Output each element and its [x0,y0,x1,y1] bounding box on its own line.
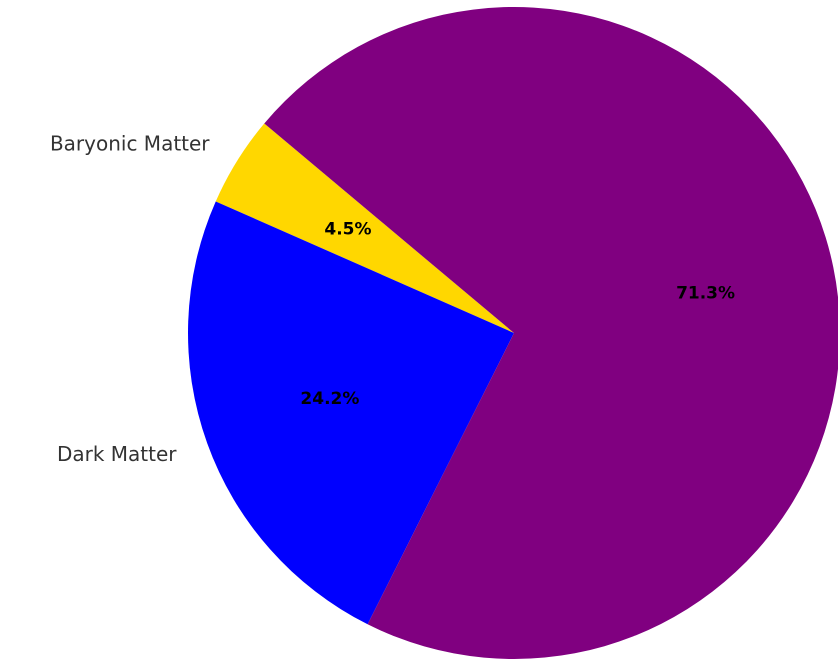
pie-slice-dark-matter [187,201,514,625]
pie-labels: 4.5% Baryonic Matter 24.2% Dark Matter 71.3% [50,132,735,467]
pie-percent-label: 71.3% [676,283,735,303]
pie-slices [187,7,838,659]
pie-category-label: Baryonic Matter [50,132,210,156]
pie-slice-baryonic-matter [215,123,514,334]
pie-slice-slice-3 [264,7,838,659]
pie-percent-label: 4.5% [324,220,371,240]
pie-percent-label: 24.2% [300,389,359,409]
pie-category-label: Dark Matter [57,442,177,466]
